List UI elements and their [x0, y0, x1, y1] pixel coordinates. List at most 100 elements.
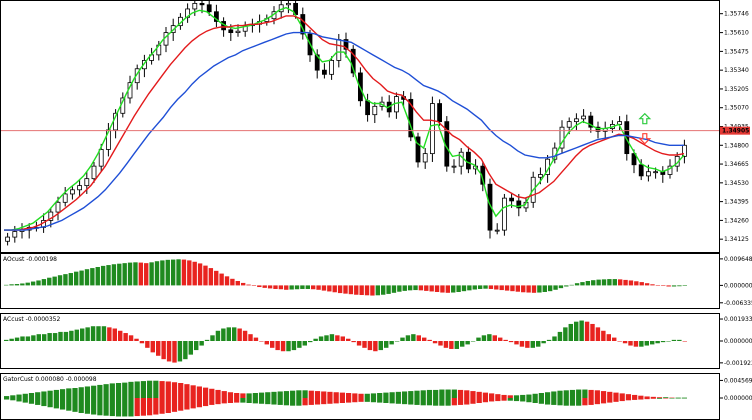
- histogram-bar: [661, 285, 666, 286]
- histogram-bar: [290, 390, 296, 398]
- histogram-bar: [47, 277, 52, 286]
- candle: [465, 151, 471, 170]
- histogram-bar: [465, 341, 470, 345]
- ac-histogram: [4, 320, 687, 363]
- histogram-bar: [194, 341, 199, 351]
- histogram-bar: [352, 393, 358, 398]
- histogram-bar: [377, 393, 383, 398]
- histogram-bar: [364, 393, 370, 398]
- histogram-bar: [257, 285, 262, 288]
- histogram-bar: [242, 330, 248, 341]
- histogram-bar: [655, 341, 660, 344]
- indicator-line-blue: [4, 31, 684, 231]
- histogram-bar: [35, 398, 41, 405]
- histogram-bar: [90, 326, 96, 341]
- histogram-bar: [576, 389, 582, 398]
- candle: [343, 39, 349, 50]
- histogram-bar: [663, 397, 669, 398]
- histogram-bar: [128, 335, 134, 341]
- histogram-bar: [619, 393, 625, 398]
- histogram-bar: [378, 341, 383, 351]
- histogram-bar: [147, 380, 153, 398]
- histogram-bar: [314, 391, 321, 398]
- histogram-bar: [289, 285, 294, 290]
- histogram-bar: [401, 391, 408, 398]
- histogram-bar: [265, 392, 271, 398]
- gator-panel[interactable]: GatorCust 0.000080 -0.000098 0.0045690.0…: [0, 373, 752, 420]
- candle: [653, 171, 658, 174]
- histogram-bar: [47, 398, 53, 408]
- histogram-bar: [513, 395, 520, 398]
- histogram-bar: [541, 341, 546, 344]
- histogram-bar: [273, 285, 278, 289]
- histogram-bar: [434, 285, 440, 292]
- histogram-bar: [625, 394, 632, 398]
- histogram-bar: [433, 389, 439, 398]
- histogram-bar: [271, 398, 277, 405]
- histogram-bar: [582, 389, 588, 398]
- histogram-bar: [184, 398, 190, 410]
- histogram-bar: [634, 281, 639, 286]
- histogram-bar: [339, 398, 345, 403]
- histogram-bar: [482, 398, 489, 403]
- candle: [451, 165, 457, 168]
- histogram-bar: [111, 264, 117, 286]
- ac-panel[interactable]: ACcust -0.0000352 0.0019337 0.000000 -0.00…: [0, 313, 752, 369]
- histogram-bar: [457, 398, 464, 405]
- histogram-bar: [389, 398, 395, 404]
- candle: [631, 153, 637, 166]
- histogram-bar: [443, 341, 449, 348]
- histogram-bar: [660, 341, 666, 343]
- candle: [501, 197, 507, 231]
- histogram-bar: [90, 268, 95, 286]
- histogram-bar: [35, 392, 41, 398]
- histogram-bar: [596, 279, 601, 286]
- histogram-bar: [115, 383, 122, 398]
- histogram-bar: [411, 334, 416, 341]
- histogram-bar: [230, 278, 235, 286]
- histogram-bar: [625, 398, 632, 401]
- histogram-bar: [22, 393, 28, 398]
- histogram-bar: [612, 279, 617, 286]
- histogram-bar: [72, 388, 78, 398]
- histogram-bar: [445, 389, 451, 398]
- histogram-bar: [671, 285, 677, 287]
- histogram-bar: [601, 279, 607, 286]
- histogram-bar: [16, 398, 22, 402]
- histogram-bar: [352, 398, 358, 403]
- histogram-bar: [655, 285, 661, 286]
- histogram-bar: [84, 386, 91, 398]
- histogram-bar: [644, 283, 650, 286]
- signal-arrows: [638, 112, 652, 145]
- candle: [538, 174, 543, 178]
- histogram-bar: [178, 398, 184, 411]
- histogram-bar: [308, 398, 314, 405]
- histogram-bar: [291, 341, 297, 351]
- candle: [372, 105, 378, 116]
- candle: [682, 144, 687, 157]
- histogram-bar: [9, 284, 14, 286]
- histogram-bar: [258, 398, 265, 404]
- histogram-bar: [426, 389, 433, 398]
- histogram-bar: [585, 281, 591, 286]
- histogram-bar: [127, 262, 133, 286]
- candle: [321, 69, 327, 75]
- histogram-bar: [150, 341, 155, 353]
- histogram-bar: [395, 398, 401, 404]
- histogram-bar: [427, 339, 432, 341]
- ao-panel[interactable]: AOcust -0.000198 0.009648 0.000000 -0.0063…: [0, 253, 752, 309]
- histogram-bar: [177, 341, 183, 362]
- histogram-bar: [139, 341, 145, 344]
- histogram-bar: [574, 283, 580, 286]
- histogram-bar: [294, 285, 300, 290]
- histogram-bar: [681, 397, 687, 399]
- histogram-bar: [451, 285, 456, 293]
- price-panel[interactable]: 1.35746 1.35610 1.35475 1.35340 1.35205 1.350…: [0, 0, 751, 253]
- histogram-bar: [107, 327, 112, 341]
- histogram-bar: [171, 382, 178, 398]
- indicator-line-red: [4, 15, 685, 231]
- price-tick-label: 1.35746: [724, 11, 749, 18]
- histogram-bar: [569, 284, 574, 286]
- histogram-bar: [364, 285, 370, 296]
